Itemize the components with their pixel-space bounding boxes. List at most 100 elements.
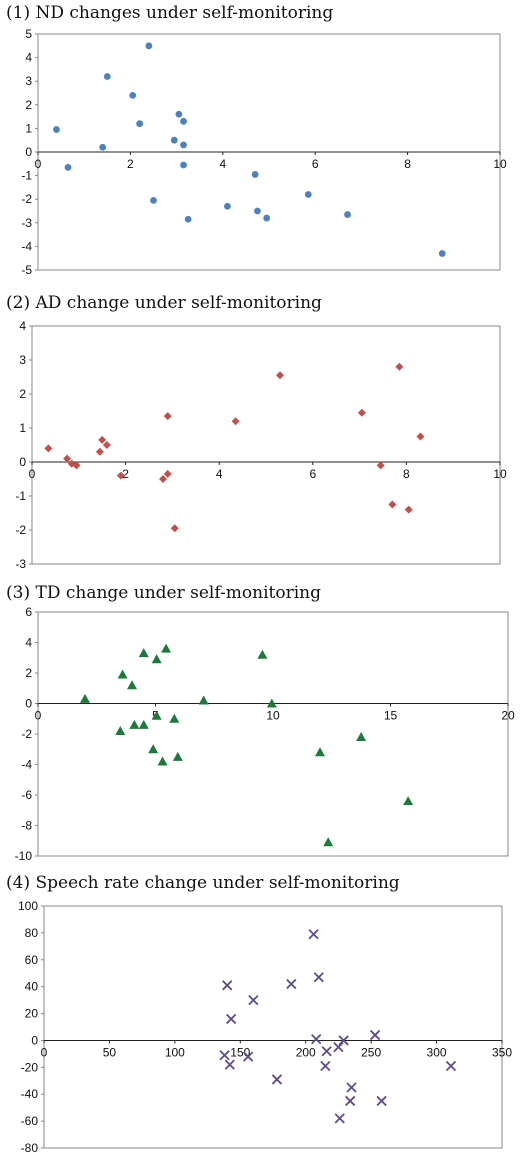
x-tick-label: 10 <box>493 467 507 481</box>
data-point <box>304 191 312 198</box>
y-tick-label: -4 <box>21 758 32 772</box>
y-tick-label: -3 <box>15 557 26 571</box>
x-tick-label: 8 <box>404 157 411 171</box>
chart-panel-ad: (2) AD change under self-monitoring 4 3 2 1… <box>0 292 520 577</box>
data-point <box>98 435 107 444</box>
data-point <box>315 747 325 757</box>
data-point <box>117 669 128 679</box>
data-point <box>323 837 334 847</box>
y-tick-label: 60 <box>25 953 39 967</box>
data-point <box>271 1074 283 1085</box>
chart-title: (1) ND changes under self-monitoring <box>6 3 334 23</box>
y-tick-label: 0 <box>19 455 26 469</box>
data-point <box>67 459 76 468</box>
data-point <box>344 211 351 218</box>
data-point <box>95 447 104 456</box>
data-point <box>64 163 72 171</box>
data-point <box>263 214 271 222</box>
data-point <box>321 1046 332 1057</box>
data-point <box>224 202 231 210</box>
data-point <box>129 719 140 729</box>
data-point <box>170 524 179 533</box>
data-point <box>404 505 413 514</box>
data-point <box>231 417 240 426</box>
x-tick-label: 4 <box>216 467 223 481</box>
data-point <box>151 654 162 664</box>
data-point <box>357 408 366 417</box>
y-tick-label: -20 <box>21 1060 39 1074</box>
y-tick-label: 80 <box>25 926 39 940</box>
y-tick-label: -2 <box>21 727 32 741</box>
data-point <box>129 91 137 99</box>
x-tick-label: 6 <box>312 157 319 171</box>
data-point <box>180 161 187 169</box>
data-point <box>333 1042 344 1053</box>
data-point <box>403 796 414 806</box>
data-point <box>388 500 397 509</box>
data-point <box>266 698 277 708</box>
data-point <box>224 1059 235 1070</box>
data-point <box>138 648 149 658</box>
data-point <box>254 207 261 215</box>
data-point <box>145 42 153 50</box>
y-tick-label: -8 <box>21 819 32 833</box>
y-tick-label: 0 <box>25 145 32 159</box>
y-tick-label: 1 <box>25 121 32 135</box>
x-tick-label: 2 <box>122 467 129 481</box>
y-tick-label: -80 <box>21 1141 39 1155</box>
data-point <box>222 980 233 991</box>
data-point <box>151 710 162 720</box>
x-tick-label: 350 <box>492 1045 512 1059</box>
data-point <box>338 1035 349 1046</box>
y-tick-label: -1 <box>15 489 26 503</box>
x-tick-label: 100 <box>165 1045 185 1059</box>
x-tick-label: 10 <box>493 157 507 171</box>
y-tick-label: -5 <box>21 263 32 277</box>
y-tick-label: -6 <box>21 788 32 802</box>
data-point <box>161 643 172 653</box>
data-point <box>251 171 259 178</box>
data-point <box>369 1029 381 1041</box>
y-tick-label: -3 <box>21 216 32 230</box>
y-tick-label: 4 <box>25 636 32 650</box>
data-point <box>376 1095 387 1107</box>
data-point <box>138 719 149 729</box>
x-tick-label: 300 <box>427 1045 447 1059</box>
data-point <box>438 250 446 257</box>
data-point <box>334 1113 345 1124</box>
y-tick-label: -60 <box>21 1114 39 1128</box>
chart-title: (4) Speech rate change under self-monito… <box>6 873 400 893</box>
data-point <box>163 412 172 421</box>
data-point <box>148 744 159 754</box>
data-point <box>219 1050 230 1061</box>
data-point <box>225 1013 237 1025</box>
x-tick-label: 20 <box>501 709 515 723</box>
y-tick-label: 6 <box>25 605 32 619</box>
plot-area-frame <box>43 905 503 1149</box>
data-point <box>80 693 90 703</box>
data-point <box>63 454 72 463</box>
x-tick-label: 4 <box>219 157 226 171</box>
data-point <box>184 215 192 223</box>
data-point <box>136 120 144 128</box>
y-tick-label: 0 <box>31 1033 38 1047</box>
data-point <box>376 461 385 470</box>
data-point <box>170 136 178 144</box>
x-tick-label: 250 <box>361 1045 381 1059</box>
data-point <box>416 432 425 441</box>
y-tick-label: 2 <box>25 98 32 112</box>
data-point <box>116 471 125 480</box>
y-tick-label: -1 <box>21 169 32 183</box>
y-tick-label: 2 <box>19 387 26 401</box>
x-tick-label: 0 <box>29 467 36 481</box>
y-tick-label: -2 <box>21 192 32 206</box>
x-tick-label: 10 <box>266 709 280 723</box>
x-tick-label: 6 <box>309 467 316 481</box>
x-tick-label: 0 <box>35 157 42 171</box>
data-point <box>159 475 168 483</box>
data-point <box>172 751 183 761</box>
